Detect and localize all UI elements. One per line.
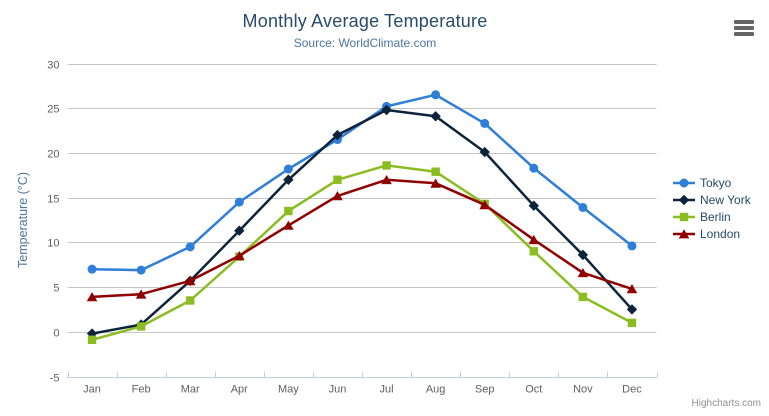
square-marker-glyph[interactable]	[679, 212, 689, 221]
london-point-sep[interactable]	[479, 199, 491, 210]
x-tick-label: May	[278, 384, 299, 396]
berlin-point-jul[interactable]	[382, 161, 391, 170]
new-york-point-may[interactable]	[283, 174, 294, 185]
x-tick-label: Apr	[231, 384, 248, 396]
x-tick-label: Jan	[83, 384, 101, 396]
y-tick-label: 25	[47, 104, 59, 116]
x-axis	[67, 371, 658, 378]
london-point-feb[interactable]	[135, 289, 147, 299]
london-point-mar[interactable]	[184, 276, 196, 286]
y-axis-title: Temperature (°C)	[16, 172, 30, 268]
hamburger-icon	[734, 20, 758, 36]
legend-label: Berlin	[700, 209, 731, 224]
berlin-point-feb[interactable]	[136, 322, 146, 331]
tokyo-point-oct[interactable]	[529, 163, 539, 173]
berlin-point-nov[interactable]	[578, 292, 588, 302]
y-axis-labels: -5 0 5 10 15 20 25 30	[47, 60, 59, 385]
square-marker-icon	[673, 212, 695, 221]
london-point-jun[interactable]	[332, 191, 343, 201]
tokyo-point-mar[interactable]	[185, 242, 195, 252]
london-point-nov[interactable]	[577, 267, 589, 278]
london-series	[86, 174, 638, 302]
x-tick-label: Dec	[622, 384, 642, 396]
berlin-point-dec[interactable]	[627, 318, 637, 328]
y-tick-label: 15	[47, 194, 59, 206]
new-york-point-sep[interactable]	[479, 146, 490, 158]
new-york-point-dec[interactable]	[626, 304, 638, 315]
berlin-point-oct[interactable]	[529, 247, 538, 256]
london-point-jan[interactable]	[86, 292, 98, 302]
new-york-point-jul[interactable]	[381, 104, 392, 116]
berlin-point-jan[interactable]	[87, 335, 97, 345]
new-york-point-oct[interactable]	[528, 200, 539, 211]
london-point-jul[interactable]	[381, 174, 392, 185]
legend-item-berlin[interactable]: Berlin	[673, 209, 751, 224]
x-tick-label: Jul	[380, 384, 394, 396]
legend-item-tokyo[interactable]: Tokyo	[673, 175, 751, 190]
tokyo-point-feb[interactable]	[136, 265, 146, 275]
y-tick-label: 10	[47, 238, 59, 250]
tokyo-series-line[interactable]	[90, 93, 634, 272]
chart-context-menu-button[interactable]	[734, 18, 758, 38]
tokyo-point-jan[interactable]	[87, 264, 97, 274]
legend-item-london[interactable]: London	[673, 226, 751, 241]
y-tick-label: 30	[47, 60, 59, 72]
y-gridlines	[67, 64, 657, 333]
y-tick-label: 5	[53, 283, 59, 295]
london-series-line[interactable]	[90, 178, 634, 299]
london-point-oct[interactable]	[528, 234, 540, 245]
new-york-point-nov[interactable]	[577, 249, 589, 261]
highcharts-credits-link[interactable]: Highcharts.com	[691, 398, 761, 409]
tokyo-point-apr[interactable]	[234, 197, 244, 207]
tokyo-series	[87, 90, 637, 275]
tokyo-point-sep[interactable]	[480, 118, 490, 128]
y-tick-label: -5	[50, 373, 60, 385]
new-york-point-apr[interactable]	[234, 225, 245, 236]
tokyo-point-dec[interactable]	[627, 241, 637, 251]
london-point-apr[interactable]	[233, 250, 245, 261]
london-point-may[interactable]	[283, 220, 294, 230]
circle-marker-icon	[673, 178, 695, 187]
y-tick-label: 0	[53, 328, 59, 340]
x-tick-label: Nov	[573, 384, 593, 396]
london-point-dec[interactable]	[626, 284, 638, 294]
new-york-series	[86, 104, 638, 339]
berlin-point-may[interactable]	[284, 206, 293, 216]
new-york-point-aug[interactable]	[430, 111, 441, 122]
berlin-point-aug[interactable]	[431, 167, 440, 176]
x-axis-labels: Jan Feb Mar Apr May Jun Jul Aug Sep Oct Nov Dec	[83, 384, 642, 396]
tokyo-point-aug[interactable]	[431, 90, 441, 100]
berlin-point-mar[interactable]	[186, 296, 195, 305]
legend-item-new-york[interactable]: New York	[673, 192, 751, 207]
y-tick-label: 20	[47, 149, 59, 161]
new-york-point-jun[interactable]	[332, 129, 343, 141]
x-tick-label: Jun	[329, 384, 347, 396]
x-tick-label: Sep	[475, 384, 495, 396]
tokyo-point-may[interactable]	[283, 164, 293, 174]
london-point-aug[interactable]	[430, 178, 441, 188]
chart-subtitle: Source: WorldClimate.com	[293, 36, 437, 50]
circle-marker-glyph[interactable]	[679, 178, 689, 187]
x-tick-label: Aug	[426, 384, 446, 396]
legend-label: New York	[700, 192, 751, 207]
berlin-series-line[interactable]	[90, 164, 634, 342]
x-tick-label: Oct	[525, 384, 542, 396]
diamond-marker-icon	[673, 194, 695, 205]
triangle-marker-glyph[interactable]	[678, 228, 690, 238]
x-tick-label: Mar	[181, 384, 200, 396]
diamond-marker-glyph[interactable]	[678, 194, 690, 205]
berlin-point-jun[interactable]	[333, 175, 342, 184]
chart-title: Monthly Average Temperature	[242, 11, 488, 31]
legend-label: London	[700, 226, 741, 241]
triangle-marker-icon	[673, 228, 695, 238]
legend-label: Tokyo	[700, 175, 732, 190]
legend: Tokyo New York Berlin London	[673, 175, 751, 241]
new-york-series-line[interactable]	[90, 108, 634, 335]
x-tick-label: Feb	[132, 384, 151, 396]
tokyo-point-nov[interactable]	[578, 202, 588, 212]
